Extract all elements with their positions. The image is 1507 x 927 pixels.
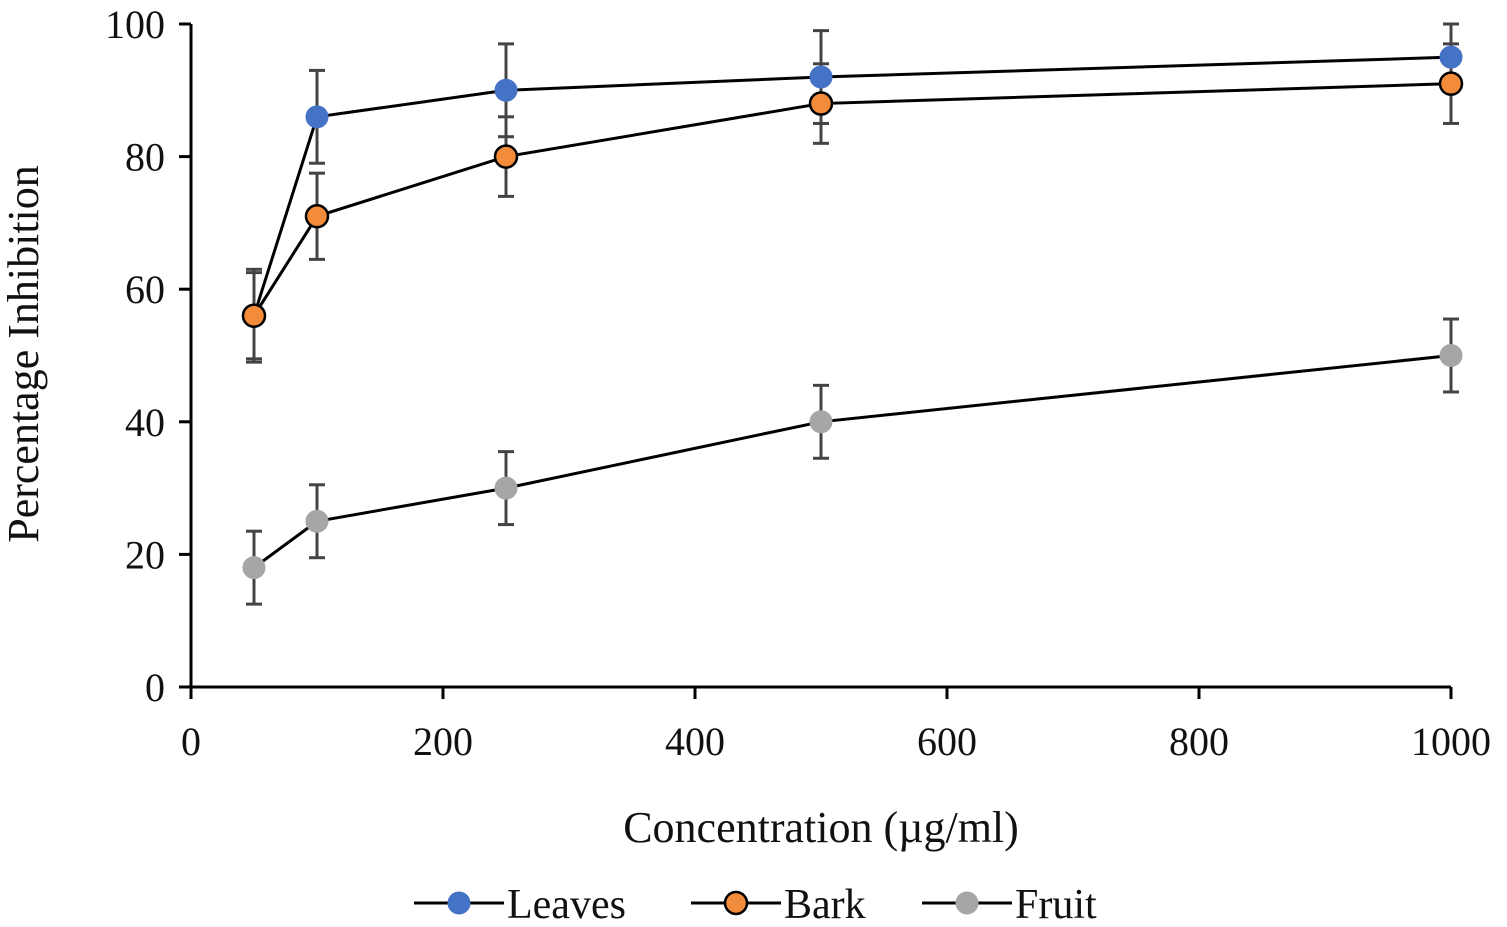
legend-label: Fruit: [1015, 882, 1097, 927]
data-point-fruit: [305, 509, 329, 533]
y-tick-label: 0: [145, 665, 165, 710]
data-point-bark: [1438, 71, 1464, 96]
y-tick-label: 100: [105, 2, 165, 47]
legend: Leaves Bark Fruit: [414, 882, 1097, 927]
legend-item-leaves: Leaves: [414, 882, 626, 927]
data-point-leaves: [1439, 45, 1463, 69]
data-point-bark: [241, 303, 267, 328]
legend-item-bark: Bark: [691, 882, 866, 927]
legend-label: Leaves: [507, 882, 626, 927]
legend-marker-swatch: [955, 891, 979, 915]
x-tick-label: 600: [917, 719, 977, 764]
data-point-bark: [304, 204, 330, 229]
x-tick-label: 800: [1169, 719, 1229, 764]
data-point-fruit: [1439, 344, 1463, 367]
y-tick-label: 60: [125, 267, 165, 312]
y-axis-title: Percentage Inhibition: [0, 165, 48, 543]
data-point-leaves: [494, 78, 518, 102]
x-tick-label: 0: [181, 719, 201, 764]
y-tick-label: 80: [125, 135, 165, 180]
legend-label: Bark: [784, 882, 866, 927]
data-point-fruit: [809, 410, 833, 434]
data-point-fruit: [494, 476, 518, 500]
x-axis-title: Concentration (µg/ml): [623, 803, 1019, 852]
data-point-leaves: [305, 105, 329, 129]
x-tick-label: 1000: [1411, 719, 1491, 764]
data-point-fruit: [242, 556, 266, 580]
x-tick-label: 400: [665, 719, 725, 764]
series-line-bark: [252, 82, 1452, 317]
legend-item-fruit: Fruit: [922, 882, 1097, 927]
series-line-fruit: [253, 354, 1452, 569]
data-point-bark: [808, 91, 834, 116]
data-point-bark: [493, 144, 519, 169]
series-line-leaves: [252, 55, 1452, 317]
data-point-leaves: [809, 65, 833, 89]
x-tick-label: 200: [413, 719, 473, 764]
legend-marker-swatch: [447, 891, 471, 915]
y-tick-label: 20: [125, 532, 165, 577]
y-tick-label: 40: [125, 400, 165, 445]
legend-marker-swatch: [723, 890, 749, 916]
